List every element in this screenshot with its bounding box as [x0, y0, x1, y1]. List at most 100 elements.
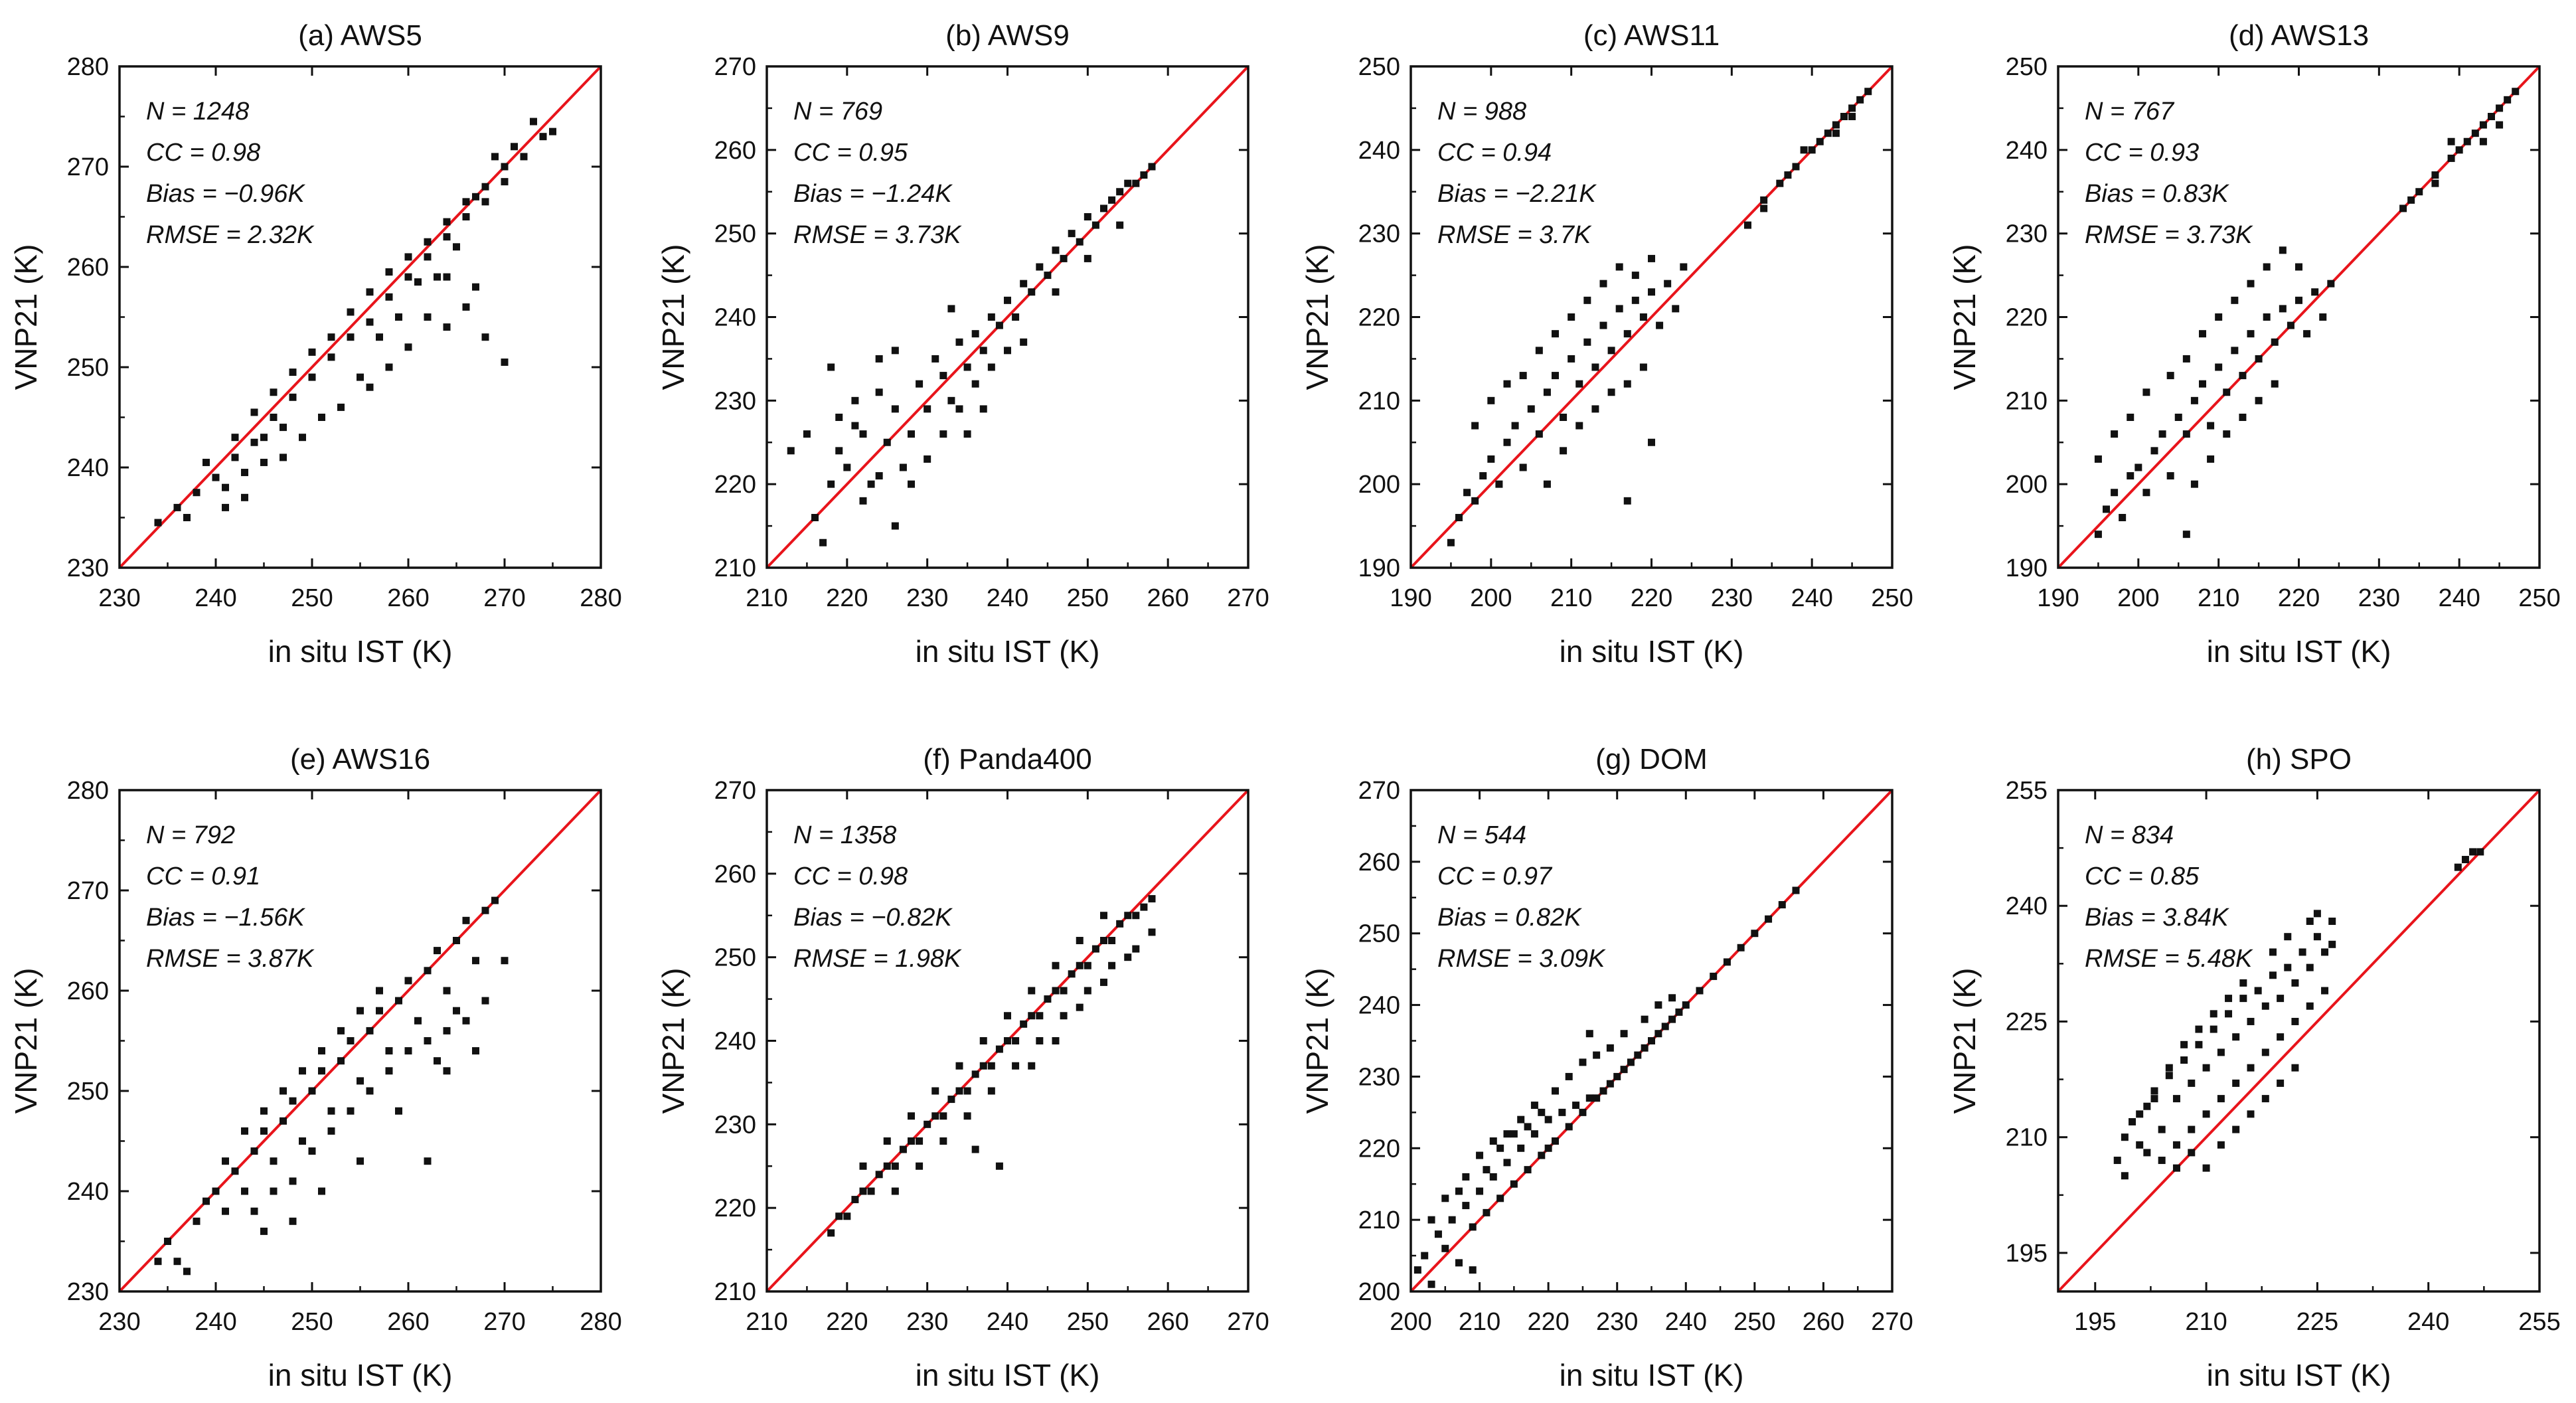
- data-point: [2311, 288, 2319, 296]
- data-point: [1552, 1087, 1559, 1095]
- data-point: [1675, 1008, 1683, 1016]
- data-point: [318, 1067, 325, 1075]
- y-tick-label: 230: [1358, 220, 1400, 248]
- data-point: [2328, 940, 2336, 948]
- data-point: [1599, 1087, 1607, 1095]
- stat-cc: CC = 0.97: [1437, 863, 1553, 890]
- panel-3: 190 200 210 220 230 240 250 190 200 210 220 230 240 2…: [1300, 19, 1913, 669]
- data-point: [289, 369, 297, 376]
- data-point: [443, 218, 451, 226]
- data-point: [1778, 901, 1786, 909]
- data-point: [1696, 987, 1704, 995]
- data-point: [1832, 129, 1840, 137]
- data-point: [1648, 438, 1655, 446]
- x-tick-label: 230: [1711, 584, 1753, 612]
- y-axis-label: VNP21 (K): [9, 968, 43, 1114]
- data-point: [2223, 388, 2231, 396]
- data-point: [1140, 171, 1148, 179]
- x-tick-label: 190: [2037, 584, 2079, 612]
- data-point: [241, 469, 248, 477]
- data-point: [183, 514, 191, 521]
- data-point: [2279, 246, 2287, 254]
- x-tick-label: 210: [1550, 584, 1592, 612]
- y-tick-label: 250: [2006, 53, 2048, 81]
- x-tick-label: 230: [98, 584, 140, 612]
- data-point: [924, 405, 931, 413]
- stat-cc: CC = 0.85: [2085, 863, 2200, 890]
- data-point: [404, 1047, 412, 1055]
- data-point: [260, 1227, 268, 1235]
- data-point: [222, 483, 229, 491]
- data-point: [908, 1112, 915, 1120]
- data-point: [2263, 313, 2271, 321]
- data-point: [2136, 1110, 2144, 1118]
- data-point: [1606, 1044, 1614, 1052]
- y-tick-label: 195: [2006, 1240, 2048, 1268]
- data-point: [1421, 1252, 1429, 1260]
- stat-n: N = 1248: [146, 98, 249, 125]
- data-point: [154, 1258, 162, 1266]
- y-tick-label: 255: [2006, 777, 2048, 805]
- x-tick-label: 210: [746, 1308, 787, 1336]
- data-point: [1052, 246, 1060, 254]
- data-point: [987, 313, 995, 321]
- data-point: [867, 480, 875, 488]
- panel-title: (a) AWS5: [298, 19, 422, 52]
- data-point: [1012, 1037, 1020, 1044]
- data-point: [1132, 945, 1140, 953]
- data-point: [2479, 121, 2487, 129]
- data-point: [1052, 987, 1060, 995]
- data-point: [289, 393, 297, 401]
- data-point: [453, 937, 460, 944]
- stat-rmse: RMSE = 3.09K: [1437, 945, 1606, 973]
- data-point: [241, 493, 248, 501]
- data-point: [481, 183, 489, 191]
- data-point: [1004, 1012, 1011, 1020]
- data-point: [2271, 338, 2279, 346]
- y-tick-label: 200: [1358, 471, 1400, 499]
- data-point: [202, 458, 210, 466]
- data-point: [164, 1238, 171, 1245]
- data-point: [843, 1212, 851, 1220]
- data-point: [1639, 313, 1647, 321]
- data-point: [1583, 296, 1591, 304]
- data-point: [2225, 995, 2233, 1003]
- data-point: [2291, 1017, 2299, 1025]
- data-point: [2217, 1095, 2225, 1103]
- panel-title: (g) DOM: [1595, 743, 1708, 776]
- data-point: [376, 987, 383, 995]
- x-tick-label: 230: [906, 1308, 948, 1336]
- y-axis-label: VNP21 (K): [1300, 968, 1334, 1114]
- data-point: [1132, 912, 1140, 920]
- data-point: [995, 1045, 1003, 1053]
- data-point: [2150, 447, 2158, 455]
- data-point: [462, 303, 470, 311]
- data-point: [931, 355, 939, 363]
- data-point: [231, 434, 239, 442]
- y-tick-label: 230: [714, 387, 756, 415]
- data-point: [376, 333, 383, 341]
- x-axis-label: in situ IST (K): [268, 1358, 453, 1392]
- data-point: [250, 408, 258, 416]
- data-point: [851, 1196, 859, 1204]
- data-point: [1710, 972, 1718, 980]
- data-point: [1108, 196, 1116, 204]
- x-tick-label: 220: [1527, 1308, 1569, 1336]
- data-point: [1489, 1173, 1497, 1181]
- data-point: [1510, 1130, 1518, 1138]
- y-tick-label: 230: [1358, 1063, 1400, 1091]
- data-point: [2210, 1025, 2217, 1033]
- y-tick-label: 190: [2006, 554, 2048, 582]
- data-point: [472, 1047, 479, 1055]
- x-tick-label: 270: [483, 584, 525, 612]
- data-point: [1840, 113, 1848, 120]
- data-point: [2111, 430, 2119, 438]
- y-tick-label: 250: [1358, 920, 1400, 948]
- data-point: [963, 363, 971, 371]
- data-point: [327, 353, 335, 361]
- data-point: [1028, 987, 1036, 995]
- data-point: [347, 1107, 355, 1115]
- data-point: [2287, 321, 2294, 329]
- data-point: [2471, 129, 2479, 137]
- y-tick-label: 230: [67, 554, 109, 582]
